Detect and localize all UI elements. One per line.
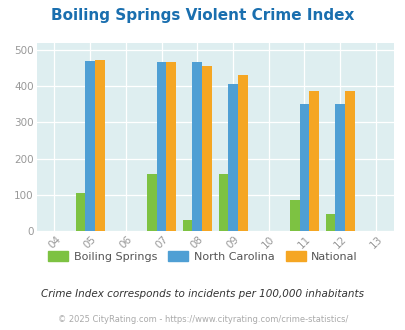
Bar: [237, 75, 247, 231]
Bar: [192, 62, 202, 231]
Bar: [85, 61, 95, 231]
Bar: [335, 104, 344, 231]
Bar: [325, 214, 335, 231]
Bar: [95, 60, 104, 231]
Bar: [218, 174, 228, 231]
Bar: [147, 174, 156, 231]
Bar: [156, 62, 166, 231]
Legend: Boiling Springs, North Carolina, National: Boiling Springs, North Carolina, Nationa…: [44, 247, 361, 267]
Bar: [75, 193, 85, 231]
Bar: [299, 104, 309, 231]
Bar: [289, 200, 299, 231]
Bar: [344, 91, 354, 231]
Text: © 2025 CityRating.com - https://www.cityrating.com/crime-statistics/: © 2025 CityRating.com - https://www.city…: [58, 315, 347, 324]
Text: Boiling Springs Violent Crime Index: Boiling Springs Violent Crime Index: [51, 8, 354, 23]
Bar: [182, 220, 192, 231]
Bar: [202, 66, 211, 231]
Bar: [228, 84, 237, 231]
Text: Crime Index corresponds to incidents per 100,000 inhabitants: Crime Index corresponds to incidents per…: [41, 289, 364, 299]
Bar: [309, 91, 318, 231]
Bar: [166, 62, 176, 231]
